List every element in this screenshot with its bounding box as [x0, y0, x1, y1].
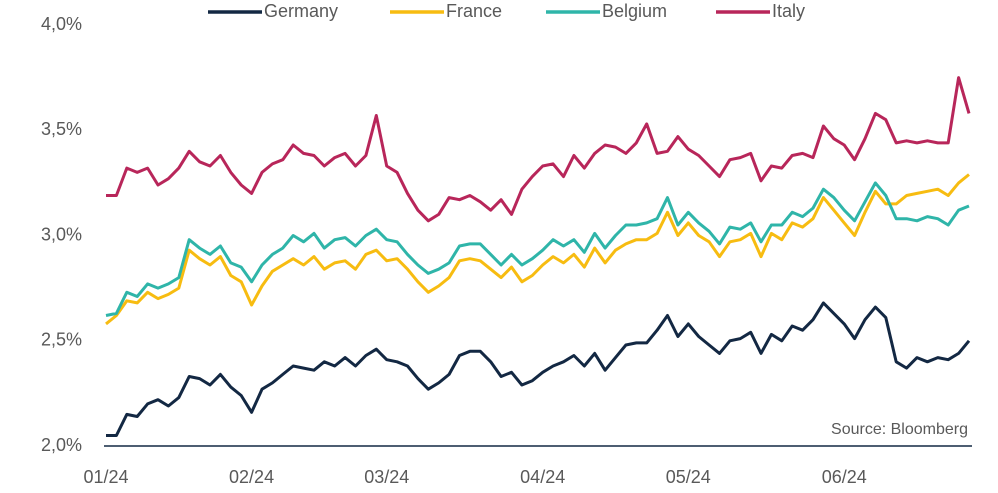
x-tick-label: 04/24: [520, 467, 565, 487]
y-tick-label: 2,0%: [41, 435, 82, 455]
series-line: [106, 301, 971, 437]
legend-label: France: [446, 1, 502, 21]
y-tick-label: 3,5%: [41, 119, 82, 139]
source-note: Source: Bloomberg: [831, 421, 968, 438]
y-tick-label: 3,0%: [41, 224, 82, 244]
x-tick-label: 02/24: [229, 467, 274, 487]
x-tick-label: 01/24: [83, 467, 128, 487]
x-tick-label: 06/24: [822, 467, 867, 487]
series-line: [106, 76, 971, 223]
x-tick-label: 05/24: [666, 467, 711, 487]
legend-label: Belgium: [602, 1, 667, 21]
legend-label: Germany: [264, 1, 338, 21]
series-line: [105, 181, 970, 317]
series-line: [105, 173, 970, 326]
legend-label: Italy: [772, 1, 805, 21]
y-tick-label: 4,0%: [41, 14, 82, 34]
y-tick-label: 2,5%: [41, 330, 82, 350]
x-tick-label: 03/24: [364, 467, 409, 487]
